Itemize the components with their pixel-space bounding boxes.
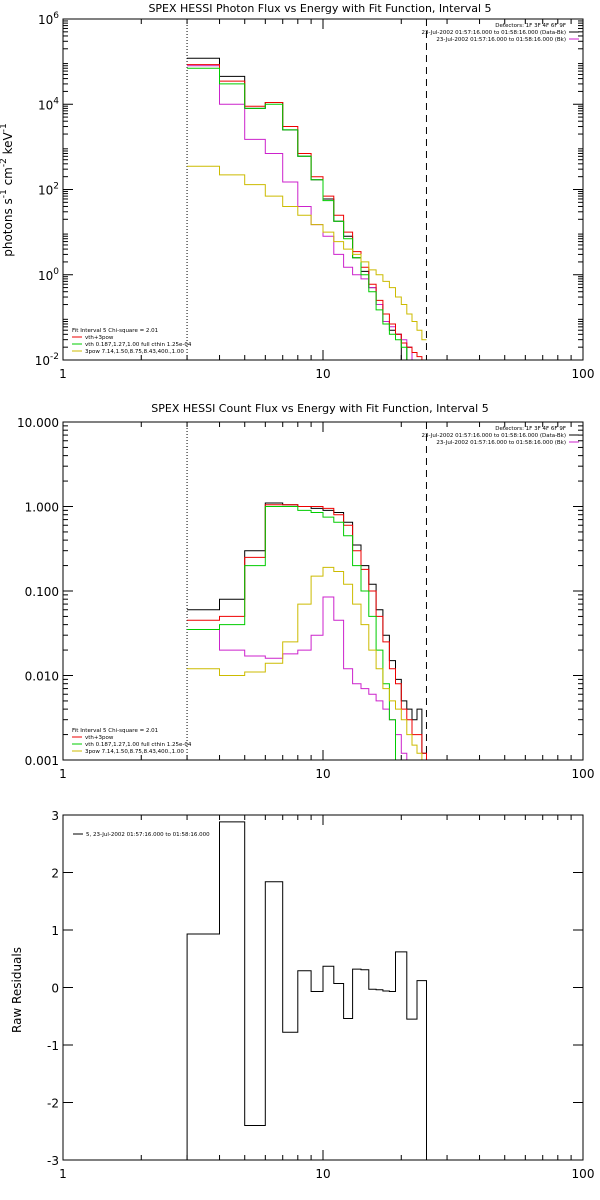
y-axis-label: Raw Residuals	[10, 947, 24, 1033]
panel-title: SPEX HESSI Count Flux vs Energy with Fit…	[151, 402, 488, 415]
series-bk	[187, 596, 436, 761]
x-tick-label: 100	[572, 367, 595, 381]
residuals-panel: Raw Residuals 1 10 100 -3 -2 -1 0 1 2 3 5, 23-Jul…	[10, 809, 594, 1181]
legend-entry: 23-Jul-2002 01:57:16.000 to 01:58:16.000…	[436, 440, 566, 446]
legend-entry: Detectors: 1F 3F 4F 6F 9F	[495, 426, 566, 432]
y-tick-label: 1.000	[25, 501, 59, 515]
y-tick-label: 102	[38, 182, 59, 198]
legend-entry: 5, 23-Jul-2002 01:57:16.000 to 01:58:16.…	[86, 832, 210, 838]
x-tick-label: 1	[59, 367, 67, 381]
photon-flux-panel: SPEX HESSI Photon Flux vs Energy with Fi…	[0, 2, 594, 381]
y-tick-label: -2	[47, 1097, 59, 1111]
y-tick-label: 0.100	[25, 585, 59, 599]
x-tick-label: 100	[572, 1167, 595, 1181]
legend-entry: vth 0.187,1.27,1.00 full cthin 1.25e-04	[85, 742, 192, 748]
series-vth	[187, 67, 427, 361]
x-tick-label: 10	[315, 767, 330, 781]
x-tick-label: 1	[59, 767, 67, 781]
series-3pow	[187, 165, 427, 341]
y-tick-label: 106	[38, 11, 59, 27]
series-vth-3pow	[187, 504, 436, 761]
y-tick-label: 1	[51, 924, 59, 938]
y-tick-label: 0.010	[25, 670, 59, 684]
legend-entry: 23-Jul-2002 01:57:16.000 to 01:58:16.000…	[422, 433, 567, 439]
series-vth	[187, 506, 436, 761]
series-5-23-jul-2002-01-57-16-000-to-01-58-16-000	[186, 821, 427, 1160]
y-tick-label: 3	[51, 809, 59, 823]
plot-frame	[62, 421, 584, 761]
x-tick-label: 10	[315, 1167, 330, 1181]
legend-entry: vth 0.187,1.27,1.00 full cthin 1.25e-04	[85, 342, 192, 348]
y-tick-label: -1	[47, 1039, 59, 1053]
series-bk	[187, 65, 427, 361]
y-tick-label: 0.001	[25, 754, 59, 768]
y-tick-label: 10.000	[17, 416, 59, 430]
legend-entry: 23-Jul-2002 01:57:16.000 to 01:58:16.000…	[436, 37, 566, 43]
y-tick-label: -3	[47, 1154, 59, 1168]
series-data-bk	[187, 502, 436, 761]
legend-entry: 3pow 7.14,1.50,8.75,8.43,400.,1.00	[85, 349, 184, 355]
y-axis-label: photons s-1 cm-2 keV-1	[0, 123, 15, 257]
x-tick-label: 1	[59, 1167, 67, 1181]
y-tick-label: 100	[38, 267, 59, 283]
legend-entry: vth+3pow	[85, 335, 114, 341]
y-tick-label: 2	[51, 867, 59, 881]
count-flux-panel: SPEX HESSI Count Flux vs Energy with Fit…	[17, 402, 594, 781]
legend-entry: Fit Interval 5 Chi-square = 2.01	[72, 728, 158, 734]
x-tick-label: 100	[572, 767, 595, 781]
legend-entry: Fit Interval 5 Chi-square = 2.01	[72, 328, 158, 334]
y-tick-label: 104	[38, 96, 59, 112]
y-tick-label: 0	[51, 982, 59, 996]
legend-entry: 23-Jul-2002 01:57:16.000 to 01:58:16.000…	[422, 30, 567, 36]
series-data-bk	[187, 57, 427, 361]
panel-title: SPEX HESSI Photon Flux vs Energy with Fi…	[148, 2, 491, 15]
y-tick-label: 10-2	[35, 352, 59, 368]
legend-entry: Detectors: 1F 3F 4F 6F 9F	[495, 23, 566, 29]
legend-entry: 3pow 7.14,1.50,8.75,8.43,400.,1.00	[85, 749, 184, 755]
series-vth-3pow	[187, 64, 427, 361]
legend-entry: vth+3pow	[85, 735, 114, 741]
series-3pow	[187, 566, 436, 761]
x-tick-label: 10	[315, 367, 330, 381]
